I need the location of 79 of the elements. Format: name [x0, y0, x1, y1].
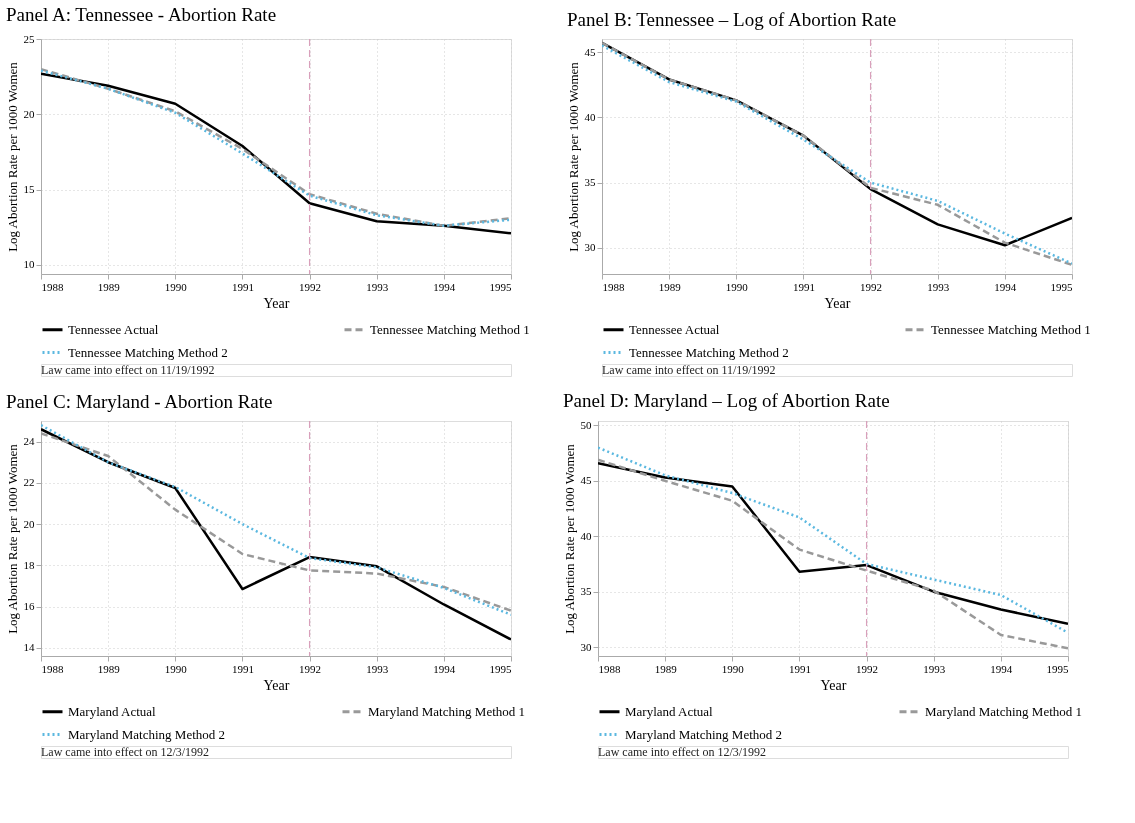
y-axis-title: Log Abortion Rate per 1000 Women [4, 61, 20, 252]
legend-label: Tennessee Matching Method 1 [370, 321, 530, 337]
legend-label: Tennessee Matching Method 2 [629, 344, 789, 360]
y-tick-label: 24 [23, 435, 35, 448]
y-tick-label: 40 [580, 529, 592, 542]
x-tick-label: 1993 [366, 280, 389, 293]
y-tick-label: 10 [23, 258, 35, 271]
x-tick-label: 1992 [856, 662, 879, 675]
x-tick-label: 1992 [299, 280, 322, 293]
x-tick-label: 1994 [990, 662, 1013, 675]
y-tick-label: 45 [580, 474, 592, 487]
x-tick-label: 1992 [299, 662, 322, 675]
x-axis-title: Year [263, 295, 290, 311]
legend-label: Maryland Actual [68, 703, 157, 719]
legend-label: Tennessee Actual [68, 321, 159, 337]
x-tick-label: 1993 [923, 662, 946, 675]
y-axis-title: Log Abortion Rate per 1000 Women [565, 61, 581, 252]
x-tick-label: 1993 [366, 662, 389, 675]
y-tick-label: 45 [584, 45, 596, 58]
y-tick-label: 20 [23, 517, 35, 530]
x-tick-label: 1989 [654, 662, 678, 675]
chart-title: Panel D: Maryland – Log of Abortion Rate [563, 390, 890, 412]
x-axis-title: Year [263, 677, 290, 693]
legend-label: Maryland Matching Method 2 [625, 726, 783, 742]
y-tick-label: 30 [580, 640, 592, 653]
legend-label: Maryland Actual [625, 703, 714, 719]
y-axis-title: Log Abortion Rate per 1000 Women [561, 443, 577, 634]
x-tick-label: 1995 [1046, 662, 1069, 675]
x-tick-label: 1991 [792, 280, 815, 293]
text: Law came into effect on 12/3/1992 [41, 745, 210, 759]
legend-label: Tennessee Matching Method 1 [931, 321, 1091, 337]
x-tick-label: 1993 [927, 280, 950, 293]
x-tick-label: 1991 [231, 662, 254, 675]
x-tick-label: 1990 [164, 662, 188, 675]
y-tick-label: 22 [23, 476, 35, 489]
x-tick-label: 1994 [433, 280, 456, 293]
chart-title: Panel C: Maryland - Abortion Rate [6, 391, 273, 413]
legend-label: Maryland Matching Method 1 [368, 703, 526, 719]
x-tick-label: 1988 [598, 662, 621, 675]
y-tick-label: 16 [23, 600, 35, 613]
x-tick-label: 1995 [489, 662, 512, 675]
text: Law came into effect on 12/3/1992 [598, 745, 767, 759]
y-tick-label: 14 [23, 641, 35, 654]
chart-title: Panel A: Tennessee - Abortion Rate [6, 4, 277, 25]
y-tick-label: 20 [23, 107, 35, 120]
y-tick-label: 40 [584, 110, 596, 123]
x-tick-label: 1989 [97, 662, 121, 675]
legend-label: Tennessee Matching Method 2 [68, 344, 228, 360]
legend-label: Maryland Matching Method 2 [68, 726, 226, 742]
x-tick-label: 1989 [658, 280, 682, 293]
y-tick-label: 18 [23, 558, 35, 571]
x-tick-label: 1990 [725, 280, 749, 293]
x-tick-label: 1988 [41, 280, 64, 293]
x-tick-label: 1995 [489, 280, 512, 293]
y-axis-title: Log Abortion Rate per 1000 Women [4, 443, 20, 634]
y-tick-label: 30 [584, 241, 596, 254]
y-tick-label: 35 [580, 585, 592, 598]
y-tick-label: 35 [584, 176, 596, 189]
x-tick-label: 1994 [994, 280, 1017, 293]
y-tick-label: 25 [23, 32, 35, 45]
legend-label: Maryland Matching Method 1 [925, 703, 1083, 719]
x-tick-label: 1994 [433, 662, 456, 675]
legend-label: Tennessee Actual [629, 321, 720, 337]
x-axis-title: Year [824, 295, 851, 311]
x-tick-label: 1992 [860, 280, 883, 293]
text: Law came into effect on 11/19/1992 [41, 363, 215, 377]
x-tick-label: 1989 [97, 280, 121, 293]
text: Law came into effect on 11/19/1992 [602, 363, 776, 377]
x-tick-label: 1988 [41, 662, 64, 675]
chart-title: Panel B: Tennessee – Log of Abortion Rate [567, 9, 897, 31]
y-tick-label: 50 [580, 418, 592, 431]
y-tick-label: 15 [23, 183, 35, 196]
x-tick-label: 1991 [231, 280, 254, 293]
x-tick-label: 1990 [164, 280, 188, 293]
x-tick-label: 1991 [788, 662, 811, 675]
x-tick-label: 1990 [721, 662, 745, 675]
x-tick-label: 1995 [1050, 280, 1073, 293]
x-axis-title: Year [820, 677, 847, 693]
x-tick-label: 1988 [602, 280, 625, 293]
